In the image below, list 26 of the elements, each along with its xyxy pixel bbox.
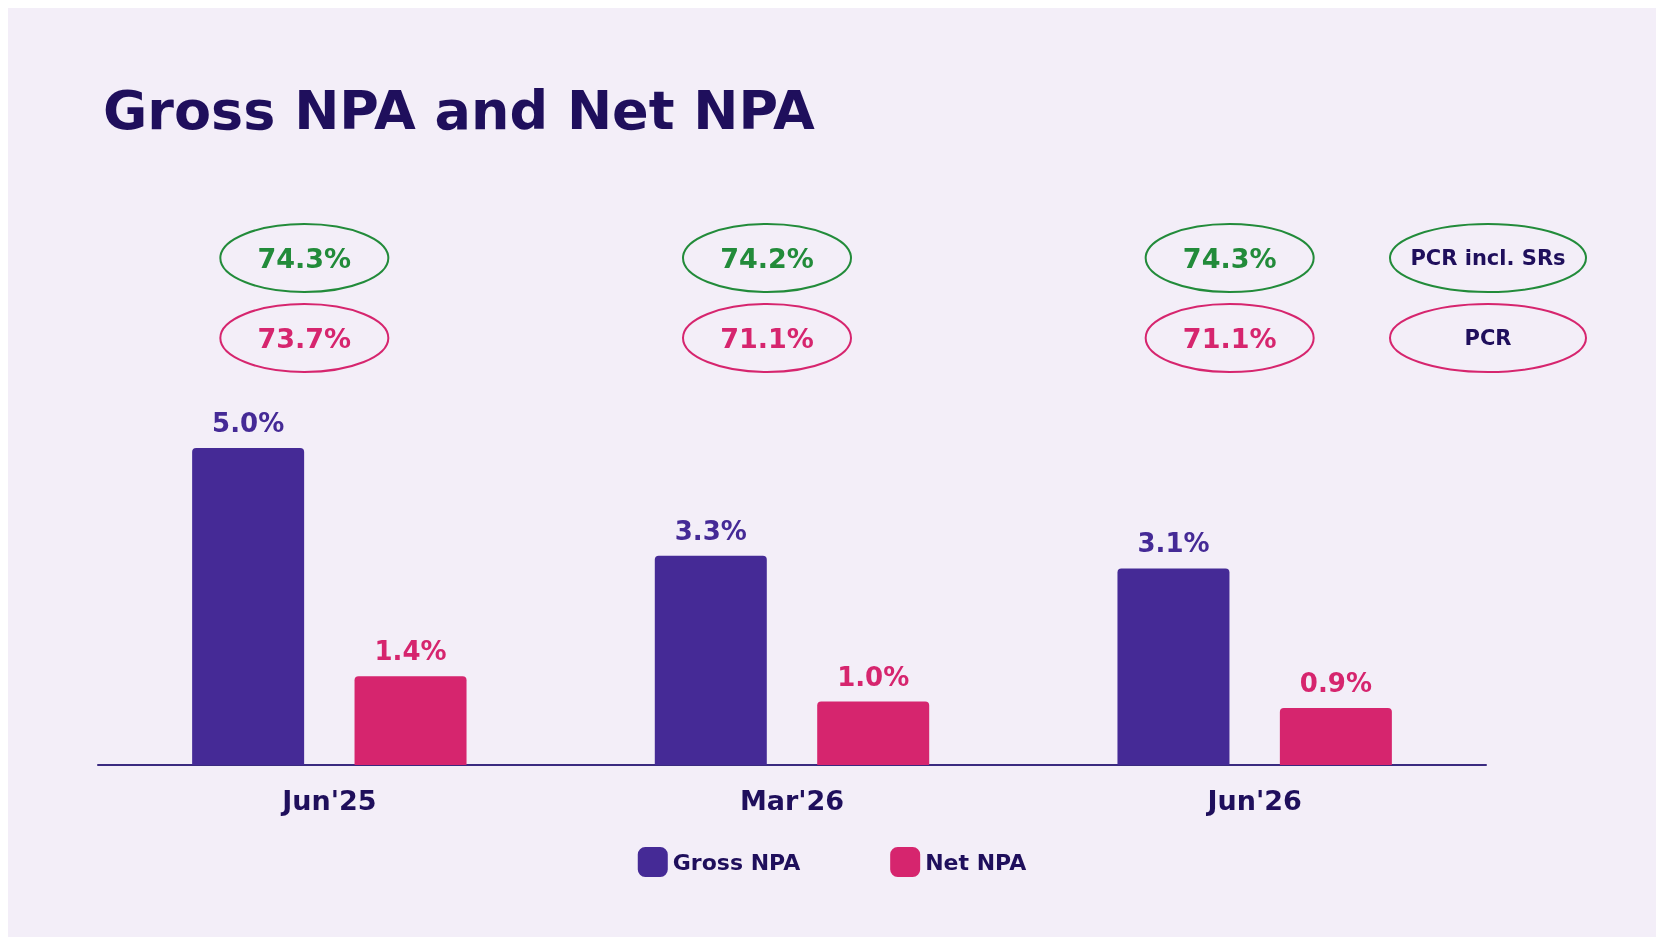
data-label: 5.0% [212,408,285,438]
x-tick-label: Jun'25 [280,785,377,816]
bar [817,701,930,765]
bar [192,448,305,765]
text: PCR [1464,326,1512,350]
legend-label: Net NPA [925,849,1027,875]
text: 74.3% [1182,242,1277,274]
text: 71.1% [720,322,814,354]
text: 73.7% [257,322,352,354]
bar [1279,707,1392,765]
data-label: 0.9% [1299,667,1372,698]
bar [354,676,467,765]
text: 74.2% [720,242,814,274]
text: 74.3% [257,242,352,274]
data-label: 1.0% [837,661,910,692]
data-label: 1.4% [374,636,447,667]
bar [654,555,767,765]
legend-label: Gross NPA [672,849,801,875]
x-tick-label: Jun'26 [1205,785,1302,816]
x-tick-label: Mar'26 [739,785,845,816]
data-label: 3.3% [674,515,747,546]
bar [1117,568,1230,765]
chart-title: Gross NPA and Net NPA [103,78,816,142]
text: 71.1% [1182,322,1277,354]
data-label: 3.1% [1137,528,1210,559]
text: PCR incl. SRs [1410,246,1566,270]
